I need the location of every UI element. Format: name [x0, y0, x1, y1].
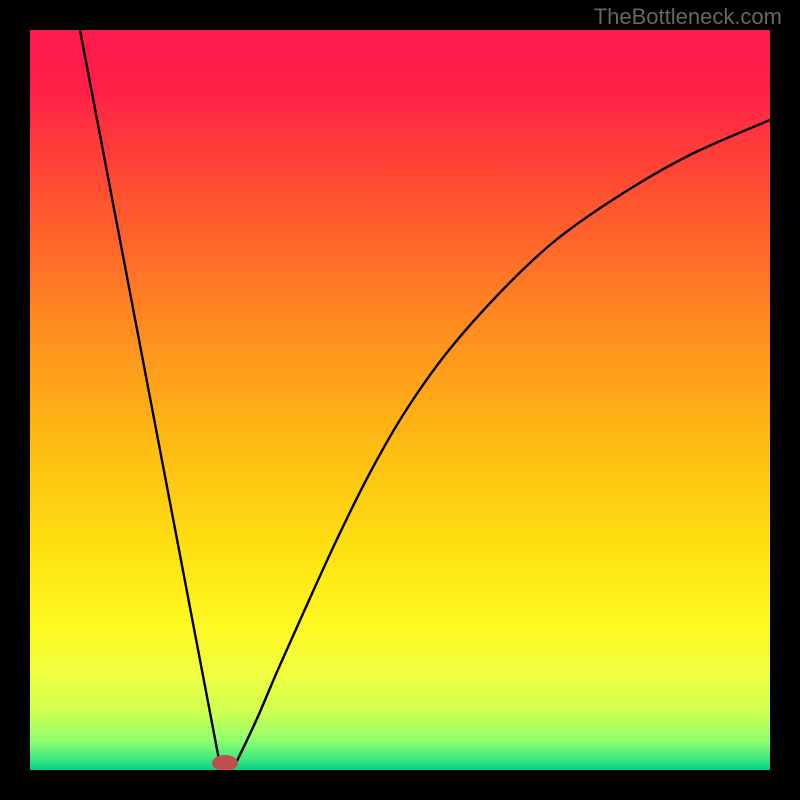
curve-layer — [30, 30, 770, 770]
plot-area — [30, 30, 770, 770]
minimum-marker — [212, 755, 238, 770]
watermark-text: TheBottleneck.com — [594, 4, 782, 30]
bottleneck-curve — [80, 30, 770, 765]
chart-container: TheBottleneck.com — [0, 0, 800, 800]
